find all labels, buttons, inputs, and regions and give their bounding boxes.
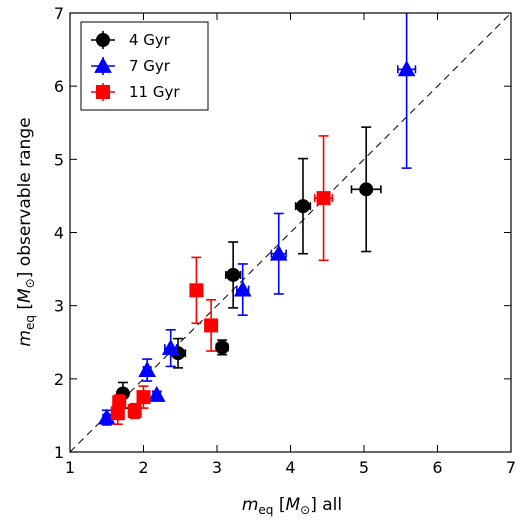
y-tick-label: 6: [54, 77, 64, 96]
data-point-circle: [295, 199, 310, 214]
y-axis-label: meq [M⊙] observable range: [15, 117, 37, 346]
data-point-square: [316, 191, 331, 206]
x-tick-label: 1: [65, 458, 75, 477]
legend-label: 7 Gyr: [129, 57, 171, 75]
reference-line: [70, 13, 511, 452]
data-point-triangle: [138, 361, 157, 377]
y-tick-label: 7: [54, 4, 64, 23]
data-point-triangle: [161, 339, 180, 356]
data-point-circle: [359, 182, 374, 197]
data-point-square: [112, 395, 127, 410]
plot-frame: [69, 12, 512, 453]
x-tick-label: 5: [359, 458, 369, 477]
x-tick-label: 4: [285, 458, 295, 477]
legend-marker-square: [96, 85, 110, 99]
data-point-square: [204, 318, 219, 333]
data-point-circle: [226, 267, 241, 282]
data-point-triangle: [233, 280, 252, 297]
y-tick-label: 5: [54, 150, 64, 169]
data-point-square: [189, 283, 204, 298]
data-point-triangle: [97, 408, 116, 425]
data-point-square: [127, 404, 142, 419]
legend-marker-triangle: [94, 56, 112, 73]
data-point-triangle: [269, 244, 288, 261]
x-tick-label: 6: [432, 458, 442, 477]
y-tick-label: 4: [54, 224, 64, 243]
data-point-circle: [215, 340, 230, 355]
x-tick-label: 7: [506, 458, 516, 477]
x-tick-label: 2: [138, 458, 148, 477]
data-point-square: [136, 390, 151, 405]
legend-label: 11 Gyr: [129, 83, 180, 101]
x-tick-label: 3: [212, 458, 222, 477]
y-tick-label: 3: [54, 297, 64, 316]
y-tick-label: 2: [54, 370, 64, 389]
x-axis-label: meq [M⊙] all: [242, 495, 342, 517]
data-point-triangle: [147, 385, 166, 402]
data-point-triangle: [397, 60, 416, 77]
y-tick-label: 1: [54, 443, 64, 462]
legend-label: 4 Gyr: [129, 31, 171, 49]
legend-marker-circle: [96, 33, 110, 47]
